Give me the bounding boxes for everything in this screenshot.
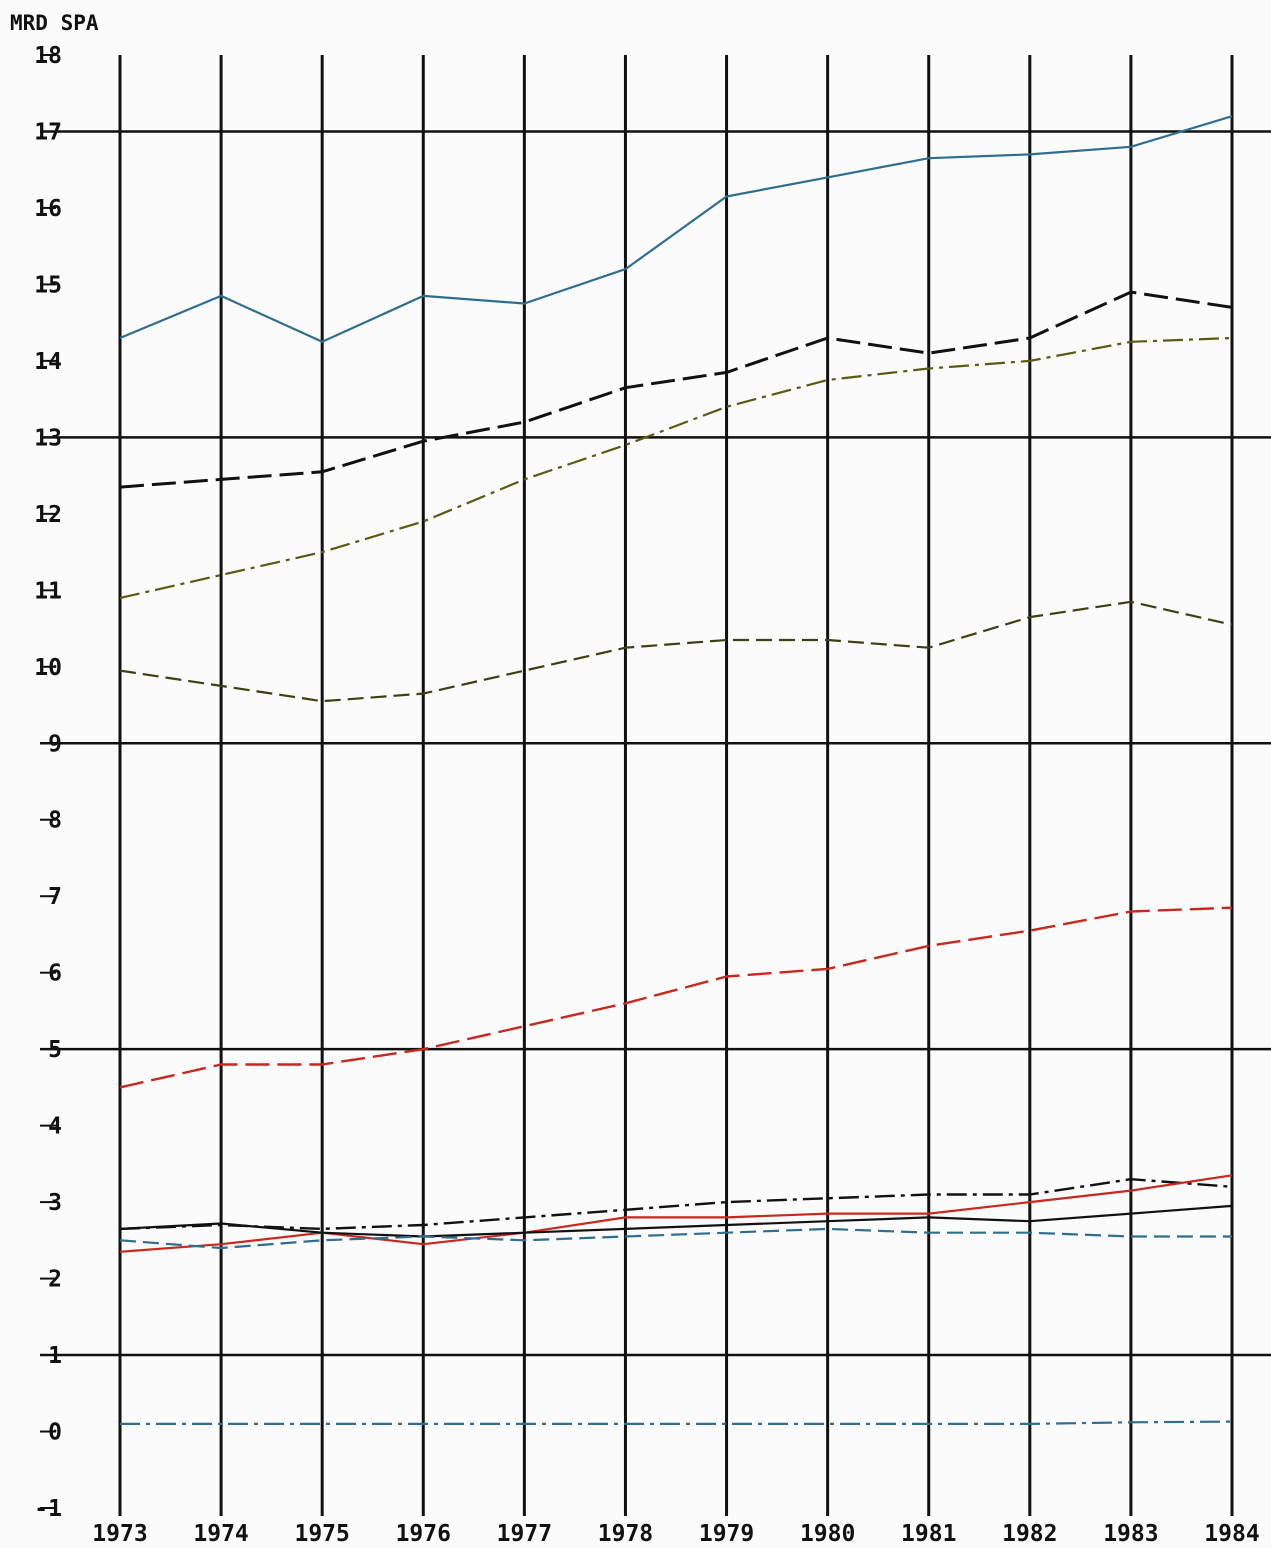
series-line-6: [119, 1177, 1233, 1231]
y-tick-label: 10: [34, 655, 62, 681]
series-line-1: [119, 115, 1233, 343]
y-tick-label: -1: [34, 1496, 62, 1522]
y-tick-label: 2: [48, 1267, 62, 1293]
x-tick-label: 1973: [92, 1521, 147, 1547]
y-tick-label: 12: [34, 502, 62, 528]
series-line-3: [119, 336, 1233, 600]
y-tick-label: 16: [34, 196, 62, 222]
y-tick-label: 9: [48, 731, 62, 757]
y-tick-label: 1: [48, 1343, 62, 1369]
x-tick-label: 1981: [901, 1521, 956, 1547]
y-tick-label: 14: [34, 349, 62, 375]
x-tick-label: 1982: [1002, 1521, 1057, 1547]
series-line-4: [119, 600, 1233, 703]
y-tick-label: 3: [48, 1190, 62, 1216]
x-tick-label: 1983: [1103, 1521, 1158, 1547]
y-axis-unit-label: MRD SPA: [10, 11, 99, 35]
x-tick-label: 1974: [193, 1521, 248, 1547]
series-line-8: [119, 1204, 1233, 1238]
y-tick-label: 18: [34, 43, 62, 69]
y-tick-label: 7: [48, 884, 62, 910]
y-tick-label: 4: [48, 1114, 62, 1140]
y-tick-label: 13: [34, 425, 62, 451]
x-tick-label: 1979: [699, 1521, 754, 1547]
y-tick-label: 8: [48, 808, 62, 834]
y-tick-label: 17: [34, 119, 62, 145]
x-tick-label: 1977: [497, 1521, 552, 1547]
x-tick-label: 1976: [396, 1521, 451, 1547]
label-layer: MRD SPA 1817161514131211109876543210-119…: [10, 11, 1260, 1547]
grid-layer: [40, 54, 1271, 1516]
y-tick-label: 11: [34, 578, 62, 604]
x-tick-label: 1984: [1204, 1521, 1259, 1547]
series-line-5: [119, 906, 1233, 1089]
series-layer: [119, 115, 1233, 1426]
y-tick-label: 0: [48, 1420, 62, 1446]
x-tick-label: 1980: [800, 1521, 855, 1547]
series-line-10: [120, 1420, 1233, 1426]
series-line-2: [119, 290, 1233, 489]
series-line-9: [119, 1227, 1232, 1250]
series-line-7: [119, 1174, 1233, 1253]
x-tick-label: 1978: [598, 1521, 653, 1547]
y-tick-label: 6: [48, 961, 62, 987]
y-tick-label: 5: [48, 1037, 62, 1063]
x-tick-label: 1975: [294, 1521, 349, 1547]
y-tick-label: 15: [34, 272, 62, 298]
